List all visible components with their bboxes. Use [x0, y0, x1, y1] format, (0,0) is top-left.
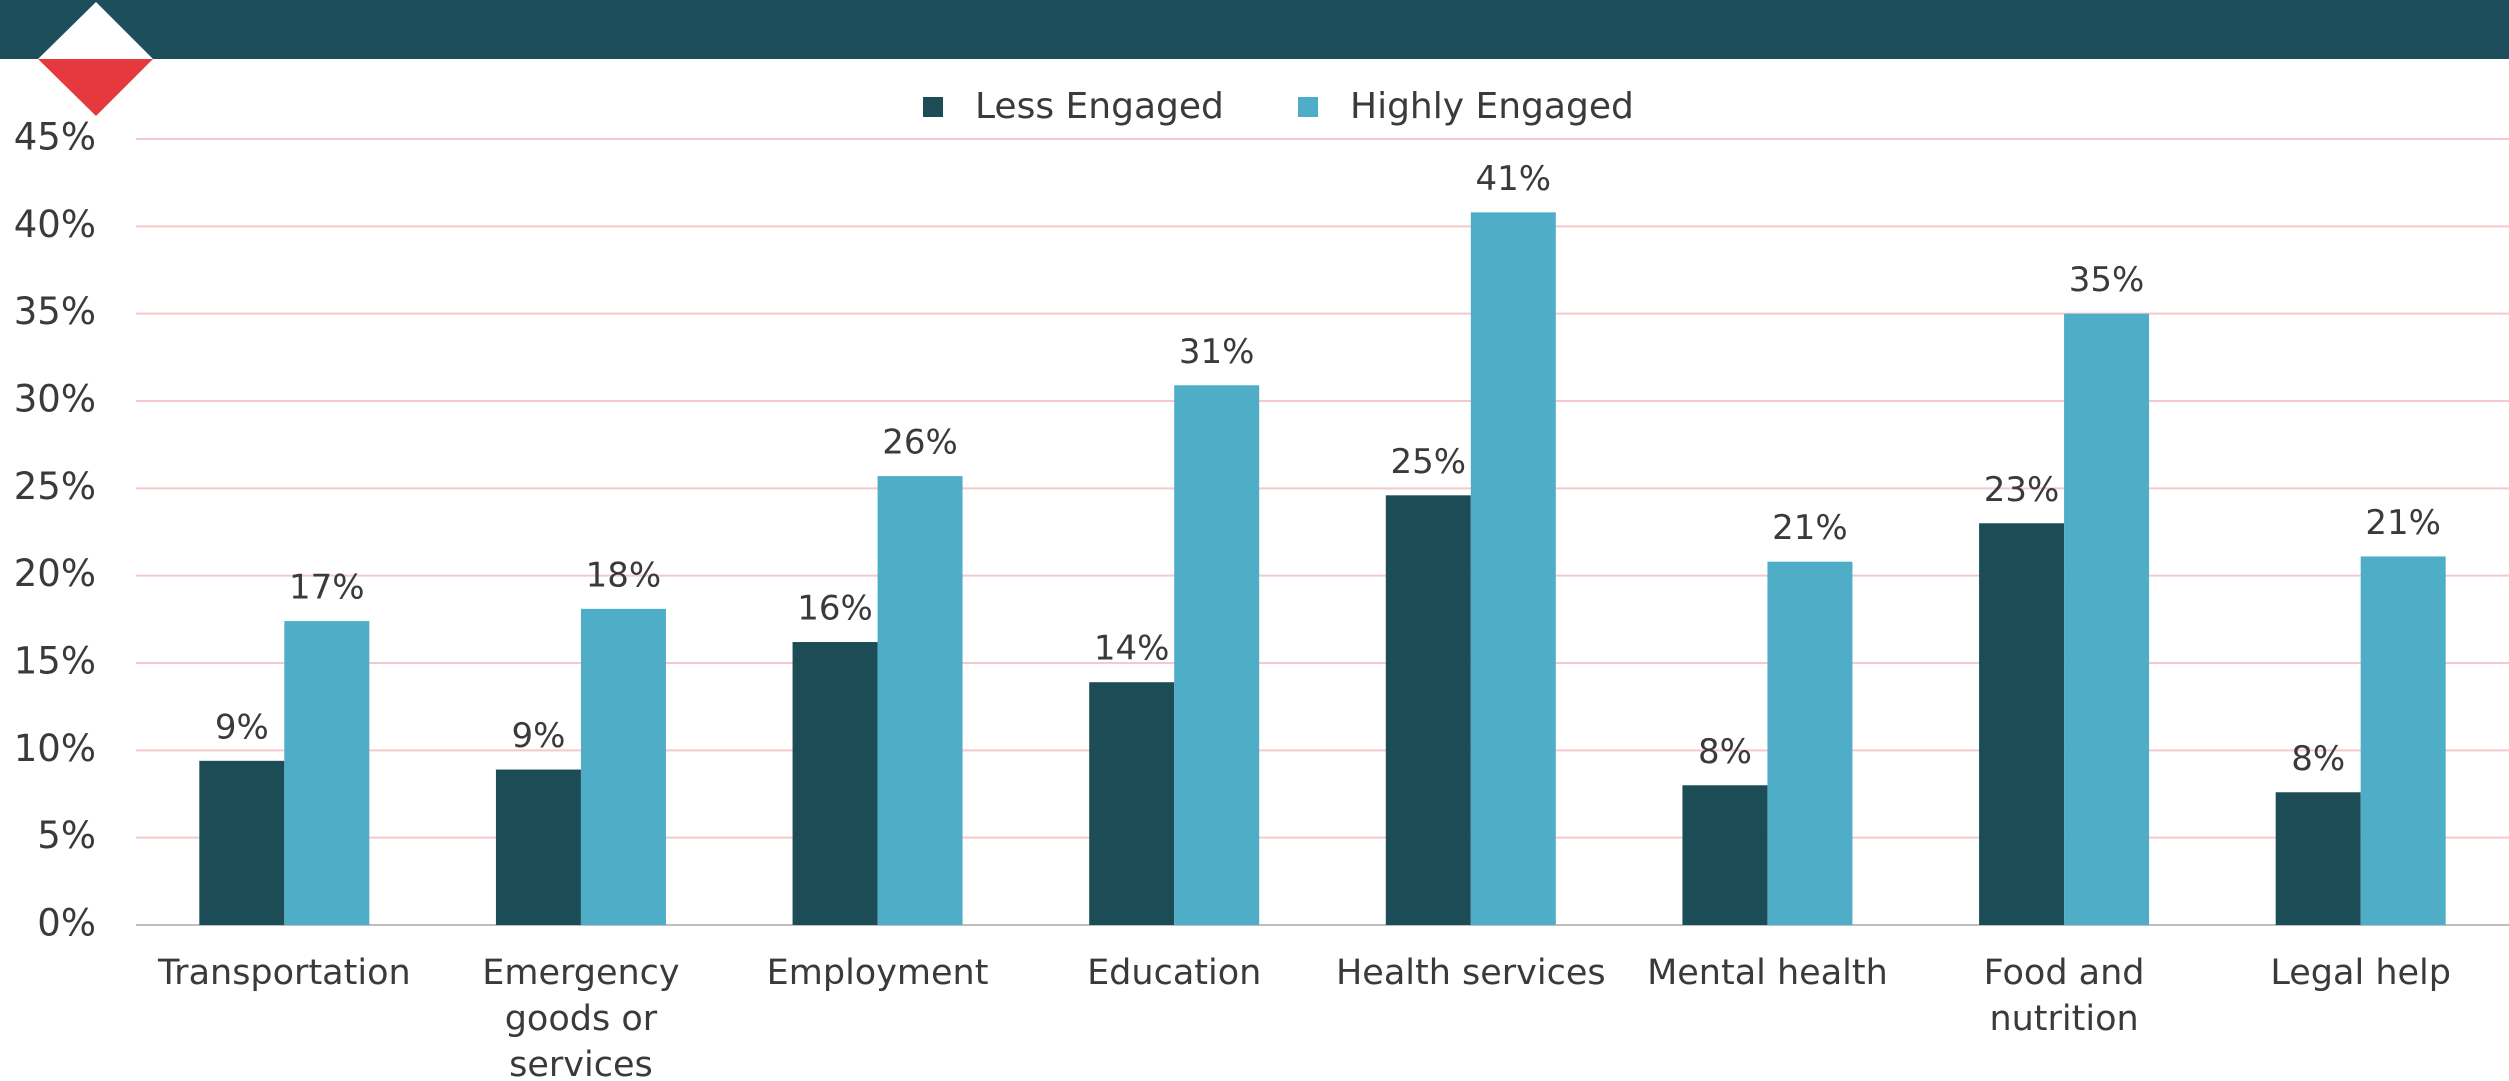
y-tick-label: 40% [14, 203, 96, 246]
data-label: 21% [2365, 503, 2441, 543]
x-tick-label: Education [1087, 953, 1262, 993]
y-tick-label: 0% [37, 902, 96, 945]
bar [1979, 523, 2065, 925]
legend-swatch [1298, 97, 1318, 117]
data-label: 8% [2291, 739, 2345, 779]
data-label: 41% [1476, 159, 1552, 199]
bar [1385, 495, 1471, 925]
data-label: 9% [511, 716, 565, 756]
data-label: 23% [1984, 470, 2060, 510]
y-tick-label: 25% [14, 465, 96, 508]
data-label: 35% [2069, 260, 2145, 300]
x-tick-label: Emergency goods or services [482, 953, 680, 1081]
y-tick-label: 10% [14, 727, 96, 770]
legend-label: Highly Engaged [1350, 86, 1634, 127]
data-label: 16% [797, 589, 873, 629]
y-tick-label: 20% [14, 552, 96, 595]
bar [284, 621, 370, 925]
y-tick-label: 35% [14, 290, 96, 333]
header-band [0, 0, 2509, 59]
x-tick-label: Health services [1335, 953, 1606, 993]
data-label: 25% [1391, 442, 1467, 482]
y-tick-label: 30% [14, 378, 96, 421]
y-tick-label: 15% [14, 640, 96, 683]
bar [495, 769, 581, 925]
y-tick-label: 45% [14, 116, 96, 159]
data-label: 9% [215, 707, 269, 747]
bar [2275, 792, 2361, 925]
data-label: 21% [1772, 508, 1848, 548]
legend-swatch [923, 97, 943, 117]
data-label: 14% [1094, 629, 1170, 669]
bar [1470, 212, 1556, 926]
y-tick-label: 5% [37, 814, 96, 857]
bar [2360, 556, 2446, 925]
bar [199, 760, 285, 925]
x-tick-label: Employment [766, 953, 989, 993]
x-tick-label: Legal help [2270, 953, 2451, 993]
bar [792, 642, 878, 925]
data-label: 18% [586, 555, 662, 595]
data-label: 8% [1698, 732, 1752, 772]
bar [1767, 561, 1853, 925]
legend-label: Less Engaged [975, 86, 1224, 127]
bar [1174, 385, 1260, 925]
logo-top [38, 2, 153, 59]
data-label: 31% [1179, 332, 1255, 372]
data-label: 26% [882, 423, 958, 463]
x-tick-label: Mental health [1647, 953, 1888, 993]
bar [877, 476, 963, 925]
x-tick-label: Food and nutrition [1983, 953, 2145, 1039]
x-tick-label: Transportation [157, 953, 411, 993]
bar [2064, 313, 2150, 926]
bar [1089, 682, 1175, 925]
logo-bottom [38, 59, 153, 116]
data-label: 17% [289, 568, 365, 608]
bar [1682, 785, 1768, 925]
bar [580, 608, 666, 925]
